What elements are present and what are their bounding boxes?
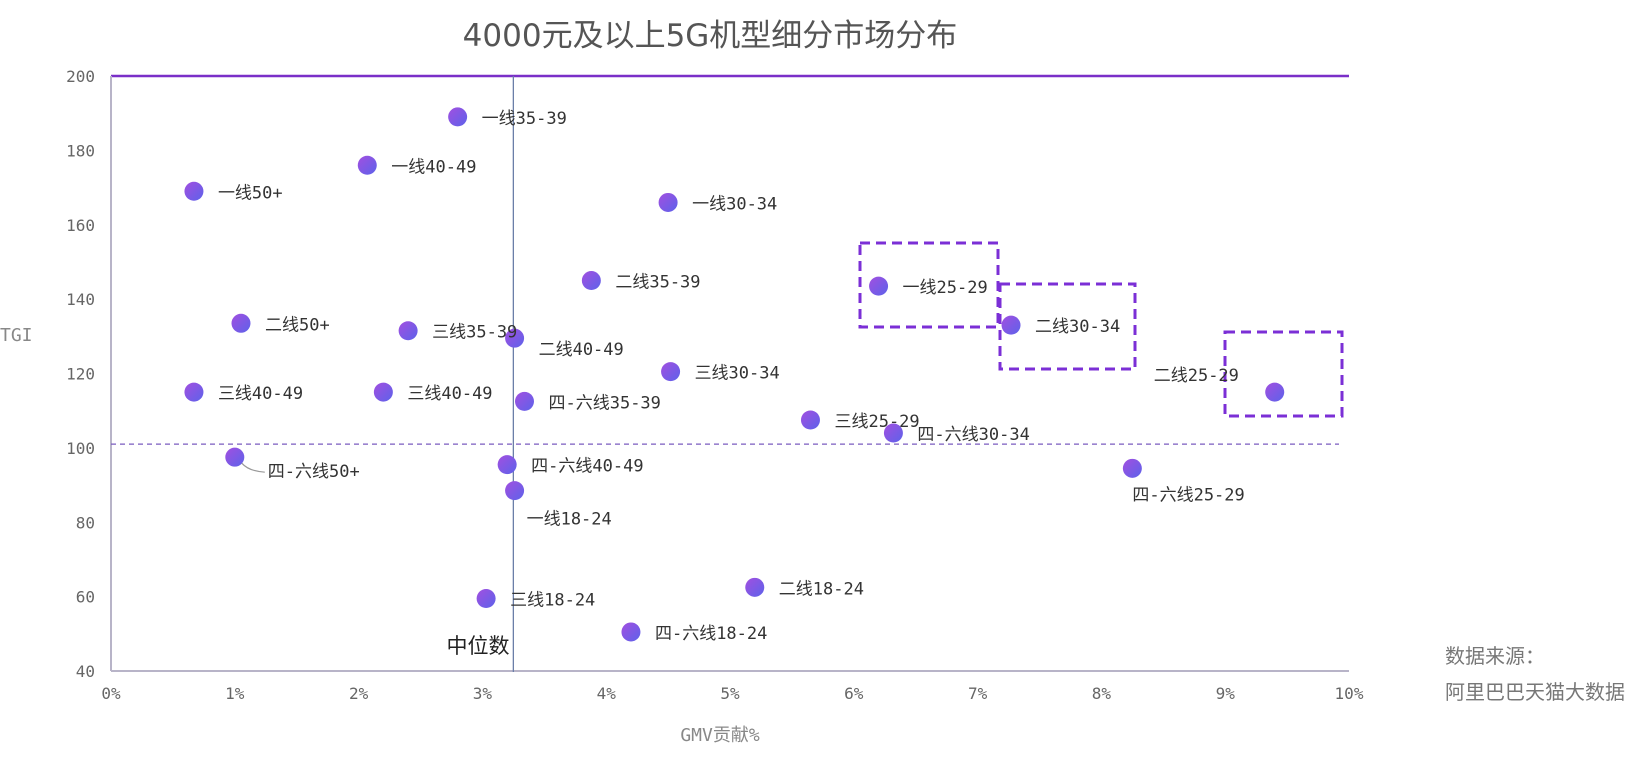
point-label: 四-六线18-24 xyxy=(655,624,767,644)
data-point xyxy=(184,382,204,402)
y-tick-label: 100 xyxy=(66,439,95,458)
data-point xyxy=(225,447,245,467)
point-label: 一线30-34 xyxy=(692,194,777,214)
data-point xyxy=(661,362,681,382)
reference-lines xyxy=(111,76,1339,672)
point-label: 三线18-24 xyxy=(510,590,595,610)
data-point xyxy=(373,382,393,402)
data-point xyxy=(883,423,903,443)
y-axis-title: TGI xyxy=(0,325,33,346)
point-label: 一线18-24 xyxy=(527,510,612,530)
point-label: 四-六线50+ xyxy=(268,462,360,482)
x-tick-label: 10% xyxy=(1335,684,1364,703)
x-tick-label: 2% xyxy=(349,684,369,703)
point-label: 一线35-39 xyxy=(482,109,567,129)
data-point xyxy=(357,155,377,175)
data-point xyxy=(514,391,534,411)
data-points xyxy=(184,107,1285,642)
x-tick-label: 6% xyxy=(844,684,864,703)
highlight-boxes xyxy=(858,241,1344,418)
x-tick-label: 9% xyxy=(1216,684,1236,703)
data-point xyxy=(745,577,765,597)
leader-line xyxy=(241,462,265,473)
data-point xyxy=(869,276,889,296)
x-tick-label: 8% xyxy=(1092,684,1112,703)
data-point xyxy=(658,192,678,212)
point-label: 二线50+ xyxy=(265,315,330,335)
x-axis-ticks: 0% 1% 2% 3% 4% 5% 6% 7% 8% 9% 10% xyxy=(101,684,1363,703)
y-tick-label: 160 xyxy=(66,216,95,235)
data-point xyxy=(505,328,525,348)
data-point xyxy=(398,321,418,341)
point-label: 四-六线40-49 xyxy=(531,457,643,477)
y-axis-ticks: 200 180 160 140 120 100 80 60 40 xyxy=(66,67,95,681)
data-point xyxy=(621,622,641,642)
x-tick-label: 1% xyxy=(225,684,245,703)
point-label: 三线35-39 xyxy=(432,323,517,343)
highlight-box-3 xyxy=(1223,330,1344,418)
highlight-box-1 xyxy=(858,241,1000,329)
data-point xyxy=(1001,315,1021,335)
chart-title: 4000元及以上5G机型细分市场分布 xyxy=(463,18,958,54)
point-label: 四-六线30-34 xyxy=(917,425,1029,445)
data-point xyxy=(1265,382,1285,402)
y-tick-label: 80 xyxy=(76,513,95,532)
point-label: 二线25-29 xyxy=(1154,366,1239,386)
data-point xyxy=(1122,458,1142,478)
data-point xyxy=(581,271,601,291)
x-tick-label: 4% xyxy=(597,684,617,703)
y-tick-label: 60 xyxy=(76,588,95,607)
point-label: 二线40-49 xyxy=(539,340,624,360)
x-tick-label: 0% xyxy=(101,684,121,703)
x-tick-label: 5% xyxy=(720,684,740,703)
point-label: 一线25-29 xyxy=(903,278,988,298)
point-label: 二线35-39 xyxy=(615,273,700,293)
data-point xyxy=(800,410,820,430)
point-label: 三线40-49 xyxy=(407,384,492,404)
point-label: 一线50+ xyxy=(218,183,283,203)
data-point xyxy=(231,313,251,333)
point-label: 四-六线35-39 xyxy=(548,393,660,413)
source-name: 阿里巴巴天猫大数据 xyxy=(1445,680,1625,704)
point-label: 二线30-34 xyxy=(1035,317,1120,337)
y-tick-label: 40 xyxy=(76,662,95,681)
y-tick-label: 200 xyxy=(66,67,95,86)
point-label: 三线40-49 xyxy=(218,384,303,404)
median-label: 中位数 xyxy=(447,634,510,658)
data-point xyxy=(505,481,525,501)
y-tick-label: 180 xyxy=(66,141,95,160)
point-label: 一线40-49 xyxy=(391,157,476,177)
data-point xyxy=(497,455,517,475)
x-tick-label: 7% xyxy=(968,684,988,703)
source-title: 数据来源： xyxy=(1445,644,1545,668)
point-label: 四-六线25-29 xyxy=(1132,485,1244,505)
x-axis-title: GMV贡献% xyxy=(680,725,760,746)
data-point xyxy=(448,107,468,127)
point-label: 三线25-29 xyxy=(834,412,919,432)
data-point xyxy=(184,181,204,201)
data-source-note: 数据来源： 阿里巴巴天猫大数据 xyxy=(1445,638,1625,710)
y-tick-label: 140 xyxy=(66,290,95,309)
y-tick-label: 120 xyxy=(66,365,95,384)
point-label: 二线18-24 xyxy=(779,579,864,599)
x-tick-label: 3% xyxy=(473,684,493,703)
point-label: 三线30-34 xyxy=(695,364,780,384)
data-point xyxy=(476,588,496,608)
plot-frame xyxy=(110,74,1351,672)
highlight-box-2 xyxy=(998,282,1137,371)
point-labels: 一线35-39 一线40-49 一线50+ 一线30-34 二线35-39 一线25-29… xyxy=(218,109,1245,644)
